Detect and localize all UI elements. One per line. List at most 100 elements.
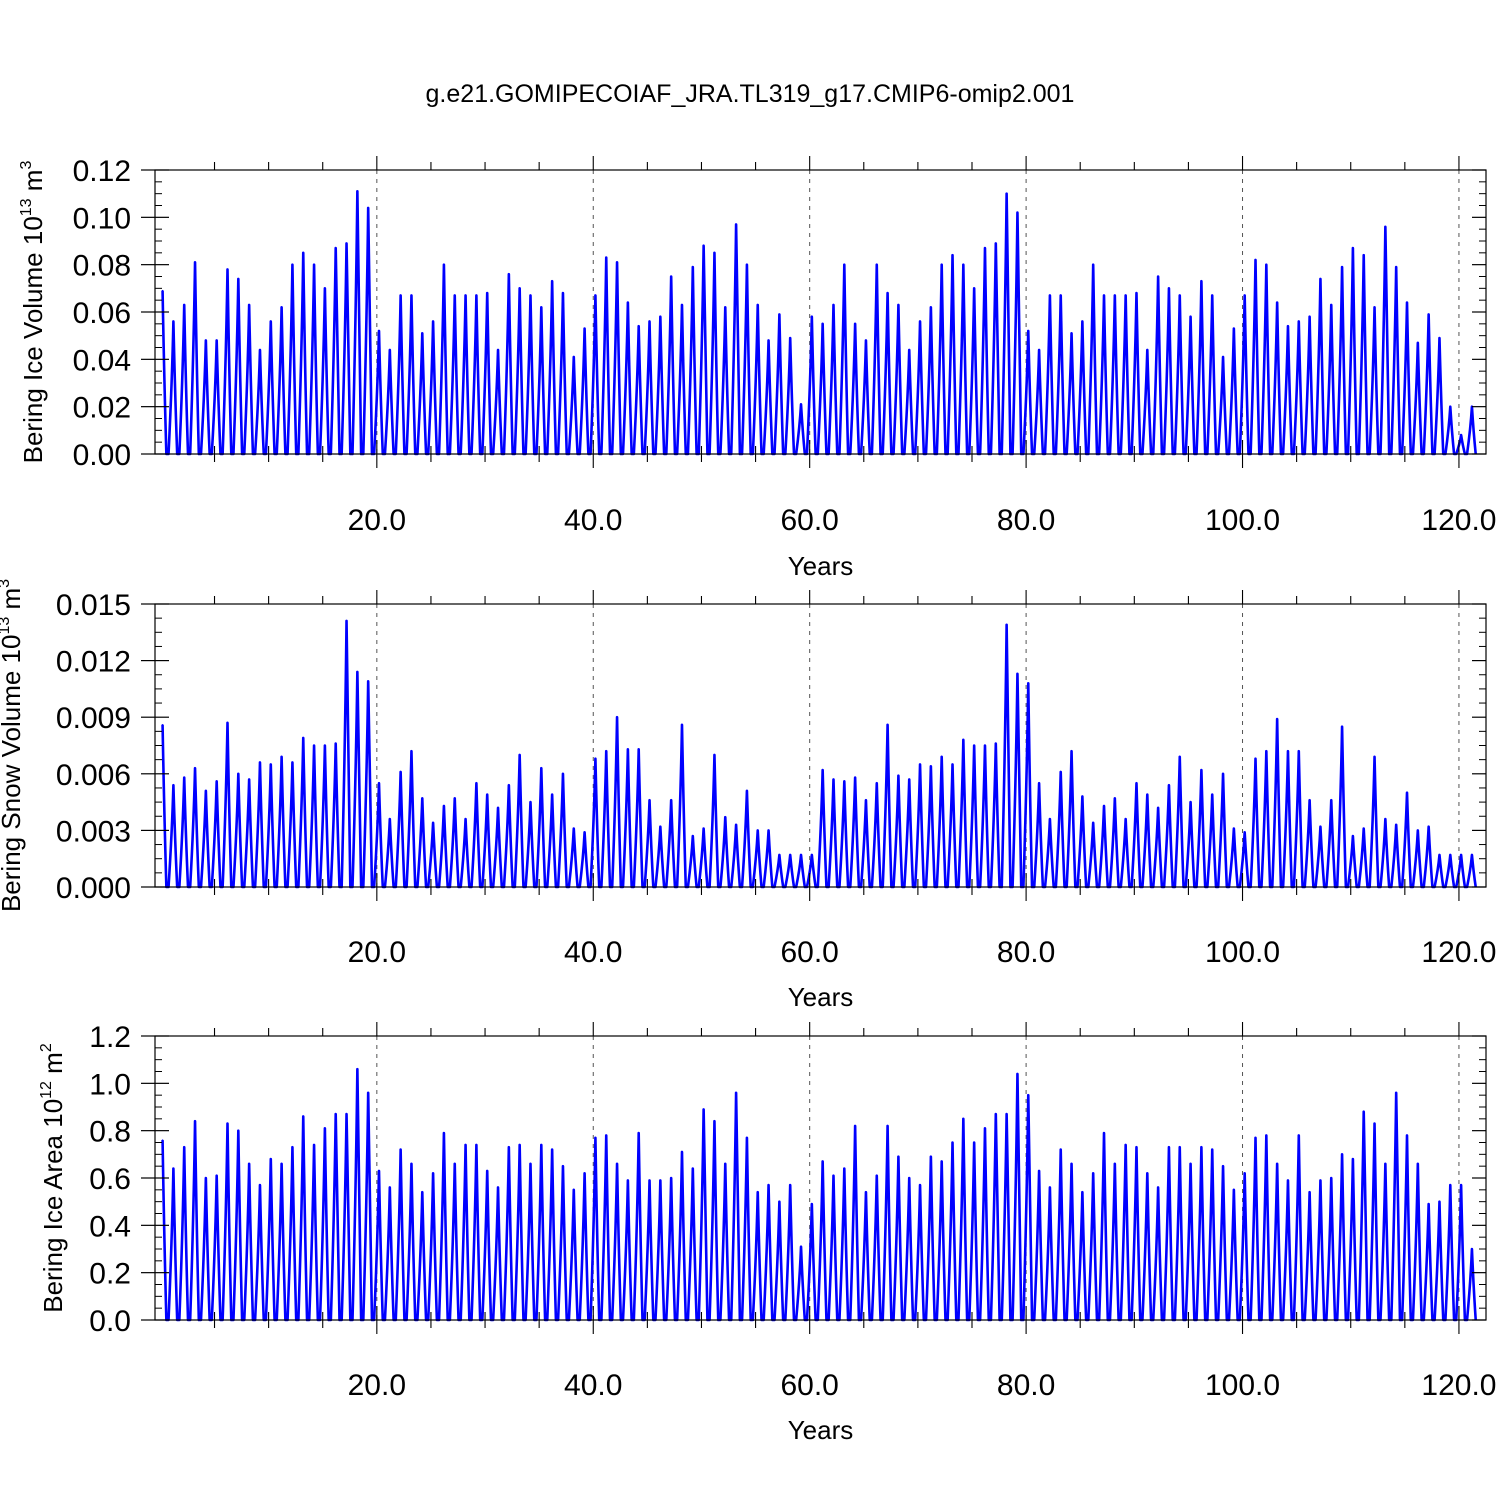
data-point	[518, 287, 521, 290]
data-point	[681, 304, 683, 306]
data-point	[735, 1092, 737, 1094]
data-point	[811, 315, 813, 318]
data-point	[486, 1170, 489, 1172]
data-point	[832, 1174, 835, 1177]
x-tick-label: 60.0	[780, 504, 838, 537]
data-point	[313, 1144, 315, 1146]
data-point	[908, 1177, 911, 1179]
data-point	[562, 773, 564, 775]
data-point	[280, 306, 283, 309]
data-point	[389, 1186, 391, 1189]
y-tick-label: 0.10	[73, 202, 131, 235]
data-point	[930, 1155, 932, 1158]
data-point	[205, 339, 207, 342]
data-point	[1070, 1163, 1073, 1165]
data-point	[1297, 750, 1300, 752]
data-point	[1092, 1172, 1094, 1175]
data-point	[464, 818, 467, 820]
data-point	[1308, 315, 1311, 318]
data-point	[713, 754, 716, 756]
data-point	[345, 1113, 348, 1115]
data-point	[800, 403, 802, 406]
data-point	[529, 294, 532, 297]
data-point	[183, 1146, 186, 1149]
data-point	[475, 782, 478, 785]
data-point	[497, 1186, 499, 1189]
data-point	[648, 1179, 651, 1182]
data-point	[1124, 294, 1127, 297]
data-point	[497, 349, 499, 351]
data-point	[897, 774, 900, 777]
y-tick-label: 0.04	[73, 344, 131, 377]
data-point	[1049, 818, 1051, 820]
data-point	[1471, 1248, 1473, 1250]
data-point	[280, 756, 283, 758]
data-point	[1070, 750, 1073, 752]
data-point	[302, 252, 305, 254]
data-point	[724, 306, 727, 309]
data-point	[1178, 756, 1181, 758]
data-point	[551, 793, 553, 796]
data-point	[1081, 1191, 1084, 1193]
data-point	[681, 1151, 683, 1153]
data-point	[821, 1160, 824, 1163]
data-point	[540, 306, 543, 309]
data-point	[1157, 806, 1159, 809]
data-point	[334, 742, 337, 745]
data-point	[1027, 682, 1030, 685]
data-point	[1027, 330, 1030, 332]
y-tick-label: 0.00	[73, 439, 131, 472]
data-point	[313, 263, 315, 266]
data-point	[1287, 1179, 1289, 1182]
data-point	[1124, 1144, 1127, 1146]
data-point	[540, 767, 543, 769]
y-tick-label: 0.015	[56, 589, 131, 622]
data-point	[161, 723, 164, 726]
data-point	[583, 1172, 586, 1175]
data-point	[865, 1191, 867, 1193]
data-point	[778, 313, 781, 316]
data-point	[940, 756, 943, 758]
x-tick-label: 120.0	[1421, 1369, 1496, 1402]
data-point	[1222, 773, 1224, 775]
data-point	[789, 1184, 792, 1186]
data-point	[670, 799, 672, 802]
data-point	[583, 327, 586, 330]
data-point	[1200, 280, 1203, 283]
data-point	[237, 1129, 240, 1132]
data-point	[659, 1179, 662, 1182]
data-point	[389, 818, 391, 820]
data-point	[1341, 725, 1343, 728]
data-point	[1114, 1163, 1116, 1165]
data-point	[1059, 294, 1062, 297]
data-point	[1265, 750, 1268, 752]
data-point	[399, 1148, 402, 1151]
data-point	[746, 263, 748, 266]
data-point	[453, 294, 456, 297]
data-point	[1135, 782, 1138, 785]
data-point	[237, 773, 240, 775]
data-point	[1471, 854, 1473, 856]
data-point	[1049, 294, 1051, 297]
data-point	[583, 831, 586, 834]
data-point	[269, 320, 272, 323]
chart-title: g.e21.GOMIPECOIAF_JRA.TL319_g17.CMIP6-om…	[425, 80, 1075, 108]
data-point	[183, 304, 186, 306]
data-point	[1243, 831, 1246, 834]
data-point	[1200, 1146, 1203, 1149]
data-point	[1189, 801, 1192, 803]
data-point	[464, 1144, 467, 1146]
data-point	[1016, 211, 1019, 214]
data-point	[1395, 1092, 1397, 1094]
data-point	[1341, 266, 1343, 268]
data-point	[605, 256, 608, 259]
data-point	[1417, 341, 1419, 344]
data-point	[908, 349, 911, 351]
data-point	[572, 356, 575, 358]
data-point	[1135, 292, 1138, 294]
data-point	[399, 294, 402, 297]
data-point	[875, 1174, 878, 1177]
data-point	[854, 1125, 856, 1127]
data-point	[1308, 799, 1311, 802]
data-point	[1146, 793, 1149, 796]
